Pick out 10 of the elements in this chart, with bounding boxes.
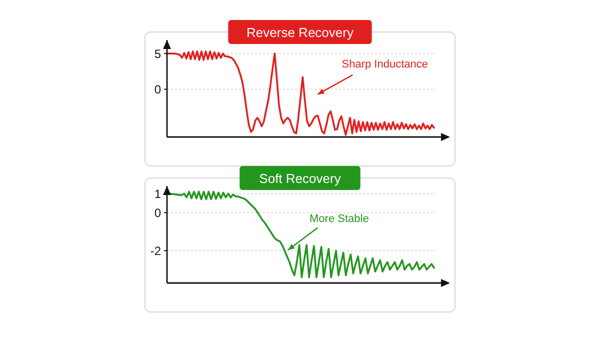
y-tick-label: -2: [150, 244, 162, 258]
chart-title: Soft Recovery: [259, 171, 342, 186]
y-tick-label: 1: [154, 186, 162, 201]
annotation: Sharp Inductance: [342, 58, 428, 70]
y-tick-label: 5: [154, 46, 162, 61]
annotation: More Stable: [310, 213, 369, 226]
y-tick-label: 0: [154, 206, 162, 220]
chart-title: Reverse Recovery: [246, 25, 354, 40]
line-series: [166, 50, 435, 136]
y-tick-label: 0: [154, 82, 162, 96]
